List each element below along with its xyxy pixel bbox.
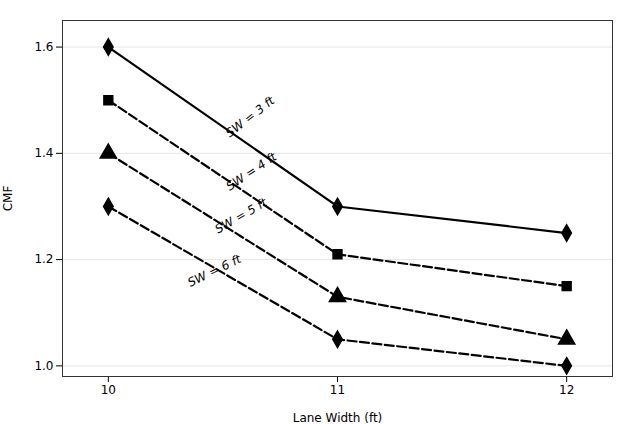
- svg-text:10: 10: [101, 383, 116, 397]
- svg-text:12: 12: [559, 383, 574, 397]
- svg-text:1.0: 1.0: [34, 359, 53, 373]
- svg-text:SW = 6 ft: SW = 6 ft: [185, 251, 244, 289]
- svg-text:1.2: 1.2: [34, 252, 53, 266]
- svg-text:SW = 4 ft: SW = 4 ft: [223, 149, 280, 194]
- svg-text:SW = 5 ft: SW = 5 ft: [212, 195, 270, 237]
- svg-text:CMF: CMF: [1, 186, 15, 212]
- svg-text:SW = 3 ft: SW = 3 ft: [223, 93, 278, 140]
- svg-text:11: 11: [330, 383, 345, 397]
- svg-text:1.4: 1.4: [34, 146, 53, 160]
- svg-text:Lane Width (ft): Lane Width (ft): [293, 411, 383, 424]
- svg-text:1.6: 1.6: [34, 40, 53, 54]
